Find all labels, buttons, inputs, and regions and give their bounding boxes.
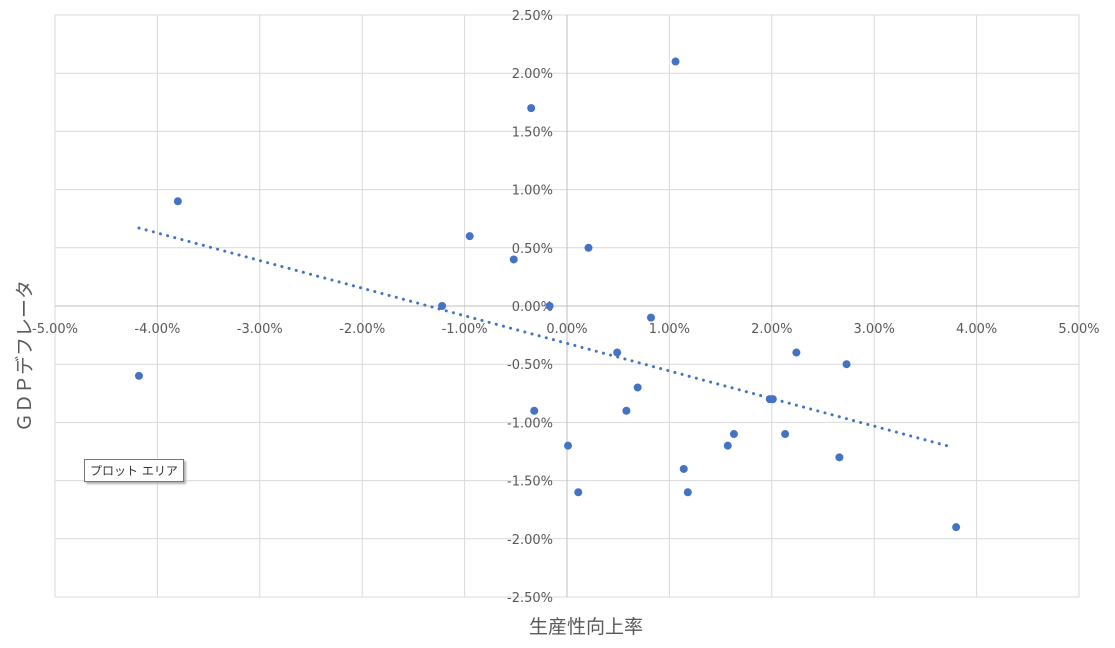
- axes: [55, 15, 1079, 597]
- x-tick-label: 3.00%: [854, 322, 895, 337]
- y-axis-title: ＧＤＰデフレータ: [14, 280, 36, 432]
- data-point: [134, 371, 143, 380]
- data-point: [622, 406, 631, 415]
- y-tick-label: 2.00%: [512, 67, 553, 82]
- x-tick-label: 5.00%: [1058, 322, 1099, 337]
- data-point: [952, 523, 961, 532]
- x-axis-title: 生産性向上率: [529, 616, 643, 638]
- x-tick-label: 1.00%: [649, 322, 690, 337]
- data-point: [564, 441, 573, 450]
- data-point: [438, 302, 447, 310]
- y-tick-label: 1.50%: [512, 125, 553, 140]
- x-tick-label: -4.00%: [134, 322, 180, 337]
- y-tick-label: -2.50%: [507, 591, 553, 606]
- data-point: [729, 430, 738, 439]
- trendline: [137, 226, 953, 449]
- y-tick-label: -0.50%: [507, 358, 553, 373]
- x-tick-label: -1.00%: [442, 322, 488, 337]
- data-point: [527, 104, 536, 113]
- x-tick-label: -2.00%: [339, 322, 385, 337]
- y-tick-label: 2.50%: [512, 9, 553, 24]
- y-tick-label: -1.50%: [507, 475, 553, 490]
- x-tick-label: -3.00%: [237, 322, 283, 337]
- y-tick-label: -2.00%: [507, 533, 553, 548]
- plot-area-tooltip: プロット エリア: [84, 459, 184, 482]
- data-point: [633, 383, 642, 392]
- data-point: [465, 232, 474, 241]
- x-tick-label: -5.00%: [32, 322, 78, 337]
- data-point: [768, 395, 777, 404]
- data-points: [134, 57, 961, 532]
- data-point: [835, 453, 844, 462]
- y-tick-label: 1.00%: [512, 184, 553, 199]
- data-point: [574, 488, 583, 497]
- data-point: [509, 255, 518, 264]
- data-point: [530, 406, 539, 415]
- data-point: [723, 441, 732, 450]
- x-tick-label: 4.00%: [956, 322, 997, 337]
- data-point: [683, 488, 692, 497]
- data-point: [792, 348, 801, 357]
- data-point: [781, 430, 790, 439]
- data-point: [842, 360, 851, 369]
- x-tick-label: 0.00%: [546, 322, 587, 337]
- data-point: [173, 197, 182, 206]
- y-tick-label: 0.50%: [512, 242, 553, 257]
- y-tick-label: -1.00%: [507, 416, 553, 431]
- data-point: [646, 313, 655, 322]
- data-point: [545, 302, 554, 310]
- data-point: [613, 348, 622, 357]
- data-point: [679, 464, 688, 473]
- linear-trendline: [137, 226, 953, 449]
- x-tick-label: 2.00%: [751, 322, 792, 337]
- x-tick-labels: -5.00% -4.00% -3.00% -2.00% -1.00% 0.00% 1.00%…: [32, 322, 1100, 337]
- y-tick-label: 0.00%: [512, 300, 553, 315]
- y-tick-labels: 2.50% 2.00% 1.50% 1.00% 0.50% 0.00% -0.50% -1.0…: [507, 9, 553, 606]
- data-point: [584, 243, 593, 252]
- data-point: [671, 57, 680, 66]
